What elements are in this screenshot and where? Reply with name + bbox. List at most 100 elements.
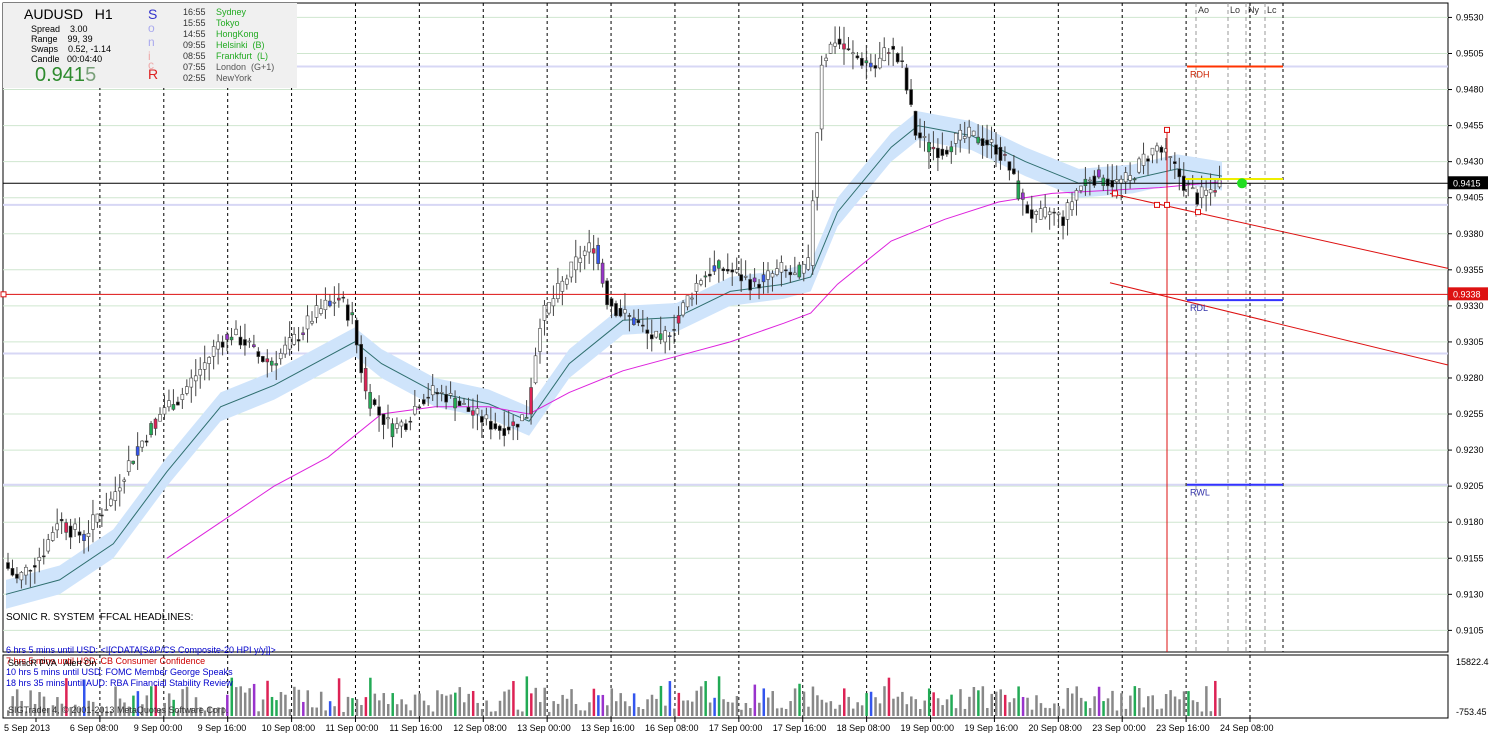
candle-body [117,487,122,492]
volume-bar [413,694,417,716]
volume-bar [959,689,962,716]
volume-bar [887,677,891,716]
volume-bar [118,698,122,716]
candle-body [1016,180,1021,200]
candle-body [417,406,422,409]
volume-bar [896,696,900,716]
candle-body [247,340,252,343]
candle-body [1047,211,1052,215]
volume-bar [56,697,59,716]
volume-bar [601,694,605,716]
volume-bar [1026,697,1029,716]
candle-body [149,423,153,436]
x-tick-label: 11 Sep 00:00 [325,723,378,733]
volume-bar [1138,688,1141,716]
candle-body [234,328,238,336]
volume-bar [941,705,944,716]
volume-bar [270,696,274,716]
candle-body [958,129,963,141]
candle-body [350,312,355,316]
candle-body [596,244,600,264]
y-tick-label: 0.9405 [1456,193,1484,203]
volume-bar [650,694,654,716]
candle-body [524,417,529,419]
volume-bar [221,707,225,716]
candle-body [153,418,158,429]
volume-bar [127,706,131,716]
volume-bar [391,693,394,716]
candle-body [1038,208,1043,220]
x-tick-label: 6 Sep 08:00 [70,723,119,733]
candle-body [167,400,171,408]
candle-body [734,269,739,273]
x-tick-label: 12 Sep 08:00 [453,723,507,733]
candle-body [649,334,654,340]
current-price-tag [1448,176,1488,190]
volume-bar [445,695,448,716]
candle-body [301,332,305,336]
volume-bar [288,709,292,716]
candle-body [591,248,596,254]
session-name: London (G+1) [216,62,275,72]
level-label: RDH [1190,69,1210,79]
volume-bar [691,701,694,716]
candle-body [55,523,59,531]
volume-bar [954,708,958,716]
sonic-letter: c [148,58,154,72]
x-tick-label: 9 Sep 16:00 [198,723,247,733]
candle-body [1195,192,1199,205]
candle-body [408,420,413,423]
candle-body [238,336,243,346]
volume-bar [319,691,323,716]
candle-body [989,139,994,143]
candle-body [372,399,377,406]
level-label: RDL [1190,303,1208,313]
candle-body [305,315,310,330]
y-tick-label: 0.9380 [1456,229,1484,239]
volume-bar [194,697,198,716]
volume-bar [673,708,676,716]
volume-bar [686,700,690,716]
volume-bar [655,698,658,716]
volume-bar [914,699,918,716]
candle-body [788,271,793,276]
candle-body [256,351,261,357]
volume-bar [816,695,819,716]
volume-bar [516,709,520,716]
volume-bar [176,710,180,716]
candle-body [1074,190,1079,201]
volume-bar [1084,701,1087,716]
volume-bar [11,696,14,716]
candle-body [1101,177,1106,186]
volume-bar [1187,691,1190,716]
candle-body [413,406,417,415]
volume-bar [977,690,980,716]
volume-bar [1124,708,1128,716]
candle-body [627,315,632,317]
candle-body [913,110,918,136]
volume-bar [632,693,636,716]
candle-body [140,440,144,448]
volume-bar [387,704,390,716]
candle-body [600,262,605,284]
candle-body [806,257,811,270]
volume-bar [1196,701,1199,716]
volume-bar [409,710,412,716]
candle-body [918,132,922,139]
volume-bar [328,701,332,716]
volume-bar [1017,686,1020,716]
volume-bar [758,702,761,716]
volume-bar [704,681,707,716]
volume-bar [1097,686,1101,716]
volume-bar [208,706,211,716]
volume-bar [141,704,144,716]
candle-body [475,408,480,415]
candle-body [931,146,936,150]
candle-body [860,57,864,66]
candle-body [927,142,931,153]
candle-body [113,491,118,501]
volume-bar [440,694,444,716]
volume-bar [619,693,622,716]
candle-body [797,264,802,278]
x-tick-label: 17 Sep 16:00 [773,723,827,733]
